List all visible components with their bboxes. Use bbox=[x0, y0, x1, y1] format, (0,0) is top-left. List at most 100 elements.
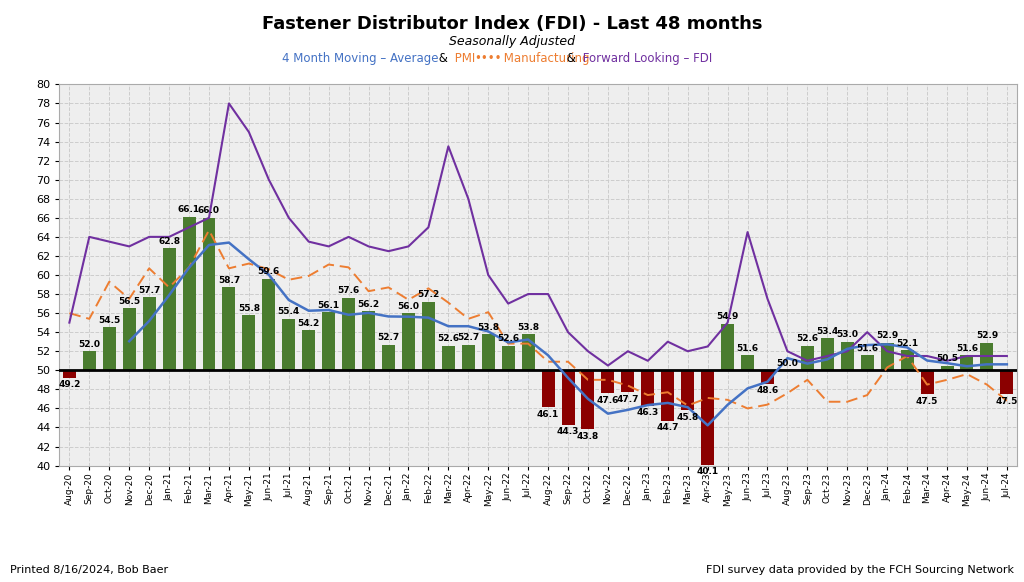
Text: 51.6: 51.6 bbox=[955, 343, 978, 353]
Bar bbox=[561, 370, 574, 425]
Text: 45.8: 45.8 bbox=[677, 413, 698, 422]
Text: 55.8: 55.8 bbox=[238, 304, 260, 313]
Text: 51.6: 51.6 bbox=[856, 343, 879, 353]
Text: 62.8: 62.8 bbox=[158, 237, 180, 246]
Text: 48.6: 48.6 bbox=[757, 386, 778, 395]
Text: ••••: •••• bbox=[474, 52, 502, 65]
Bar bbox=[521, 334, 535, 370]
Bar bbox=[182, 217, 196, 370]
Bar bbox=[861, 355, 873, 370]
Text: 53.0: 53.0 bbox=[837, 331, 858, 339]
Text: 52.6: 52.6 bbox=[497, 334, 519, 343]
Bar bbox=[741, 355, 754, 370]
Text: 52.6: 52.6 bbox=[437, 334, 460, 343]
Bar bbox=[601, 370, 614, 393]
Bar bbox=[442, 346, 455, 370]
Bar bbox=[382, 345, 395, 370]
Bar bbox=[283, 319, 295, 370]
Text: 56.2: 56.2 bbox=[357, 300, 380, 309]
Text: 47.6: 47.6 bbox=[597, 396, 620, 404]
Text: 46.1: 46.1 bbox=[537, 410, 559, 419]
Text: 40.1: 40.1 bbox=[696, 467, 719, 476]
Text: 58.7: 58.7 bbox=[218, 276, 240, 285]
Bar bbox=[83, 352, 96, 370]
Text: 54.2: 54.2 bbox=[298, 319, 319, 328]
Bar bbox=[841, 342, 854, 370]
Text: 55.4: 55.4 bbox=[278, 307, 300, 317]
Bar bbox=[243, 315, 255, 370]
Bar bbox=[1000, 370, 1014, 394]
Bar bbox=[462, 345, 475, 370]
Bar bbox=[821, 338, 834, 370]
Bar bbox=[921, 370, 934, 394]
Bar bbox=[940, 365, 953, 370]
Bar bbox=[980, 343, 993, 370]
Text: 47.5: 47.5 bbox=[915, 396, 938, 406]
Bar bbox=[342, 298, 355, 370]
Text: 52.0: 52.0 bbox=[78, 340, 100, 349]
Bar bbox=[481, 334, 495, 370]
Text: 52.6: 52.6 bbox=[797, 334, 818, 343]
Text: 46.3: 46.3 bbox=[637, 408, 658, 417]
Bar bbox=[262, 279, 275, 370]
Text: 53.4: 53.4 bbox=[816, 327, 839, 335]
Bar bbox=[582, 370, 595, 430]
Text: 52.7: 52.7 bbox=[378, 333, 399, 342]
Bar bbox=[422, 301, 435, 370]
Bar bbox=[662, 370, 674, 421]
Text: FDI survey data provided by the FCH Sourcing Network: FDI survey data provided by the FCH Sour… bbox=[706, 565, 1014, 575]
Bar bbox=[62, 370, 76, 378]
Text: &: & bbox=[435, 52, 452, 65]
Text: 56.0: 56.0 bbox=[397, 301, 420, 311]
Text: 44.7: 44.7 bbox=[656, 423, 679, 432]
Bar bbox=[961, 355, 974, 370]
Text: 50.5: 50.5 bbox=[936, 354, 958, 363]
Bar bbox=[622, 370, 634, 392]
Text: 53.8: 53.8 bbox=[477, 322, 500, 332]
Text: 66.1: 66.1 bbox=[178, 205, 200, 215]
Bar bbox=[801, 346, 814, 370]
Bar bbox=[641, 370, 654, 406]
Text: Manufacturing: Manufacturing bbox=[500, 52, 593, 65]
Text: 54.9: 54.9 bbox=[717, 312, 738, 321]
Text: 66.0: 66.0 bbox=[198, 207, 220, 215]
Bar bbox=[761, 370, 774, 384]
Text: 49.2: 49.2 bbox=[58, 380, 81, 389]
Bar bbox=[701, 370, 714, 464]
Bar bbox=[222, 288, 236, 370]
Text: Seasonally Adjusted: Seasonally Adjusted bbox=[449, 35, 575, 48]
Text: 53.8: 53.8 bbox=[517, 322, 540, 332]
Text: 50.0: 50.0 bbox=[776, 359, 799, 368]
Bar bbox=[323, 312, 335, 370]
Bar bbox=[123, 308, 136, 370]
Text: 52.7: 52.7 bbox=[457, 333, 479, 342]
Text: 44.3: 44.3 bbox=[557, 427, 580, 436]
Bar bbox=[542, 370, 555, 407]
Bar bbox=[721, 324, 734, 370]
Text: 43.8: 43.8 bbox=[577, 432, 599, 441]
Text: Forward Looking – FDI: Forward Looking – FDI bbox=[579, 52, 712, 65]
Text: 57.6: 57.6 bbox=[338, 286, 359, 296]
Text: PMI: PMI bbox=[451, 52, 478, 65]
Text: 52.9: 52.9 bbox=[976, 331, 998, 340]
Bar bbox=[881, 343, 894, 370]
Bar bbox=[102, 328, 116, 370]
Text: 52.1: 52.1 bbox=[896, 339, 919, 348]
Bar bbox=[163, 249, 175, 370]
Text: Printed 8/16/2024, Bob Baer: Printed 8/16/2024, Bob Baer bbox=[10, 565, 168, 575]
Bar bbox=[502, 346, 515, 370]
Text: 57.2: 57.2 bbox=[418, 290, 439, 299]
Bar bbox=[681, 370, 694, 410]
Text: 59.6: 59.6 bbox=[258, 267, 280, 276]
Bar bbox=[142, 297, 156, 370]
Text: 4 Month Moving – Average: 4 Month Moving – Average bbox=[282, 52, 438, 65]
Bar bbox=[402, 313, 415, 370]
Text: 57.7: 57.7 bbox=[138, 286, 161, 294]
Bar bbox=[901, 350, 913, 370]
Text: 56.1: 56.1 bbox=[317, 301, 340, 310]
Text: 47.7: 47.7 bbox=[616, 395, 639, 403]
Text: Fastener Distributor Index (FDI) - Last 48 months: Fastener Distributor Index (FDI) - Last … bbox=[262, 15, 762, 33]
Bar bbox=[302, 330, 315, 370]
Text: &: & bbox=[563, 52, 580, 65]
Text: 47.5: 47.5 bbox=[995, 396, 1018, 406]
